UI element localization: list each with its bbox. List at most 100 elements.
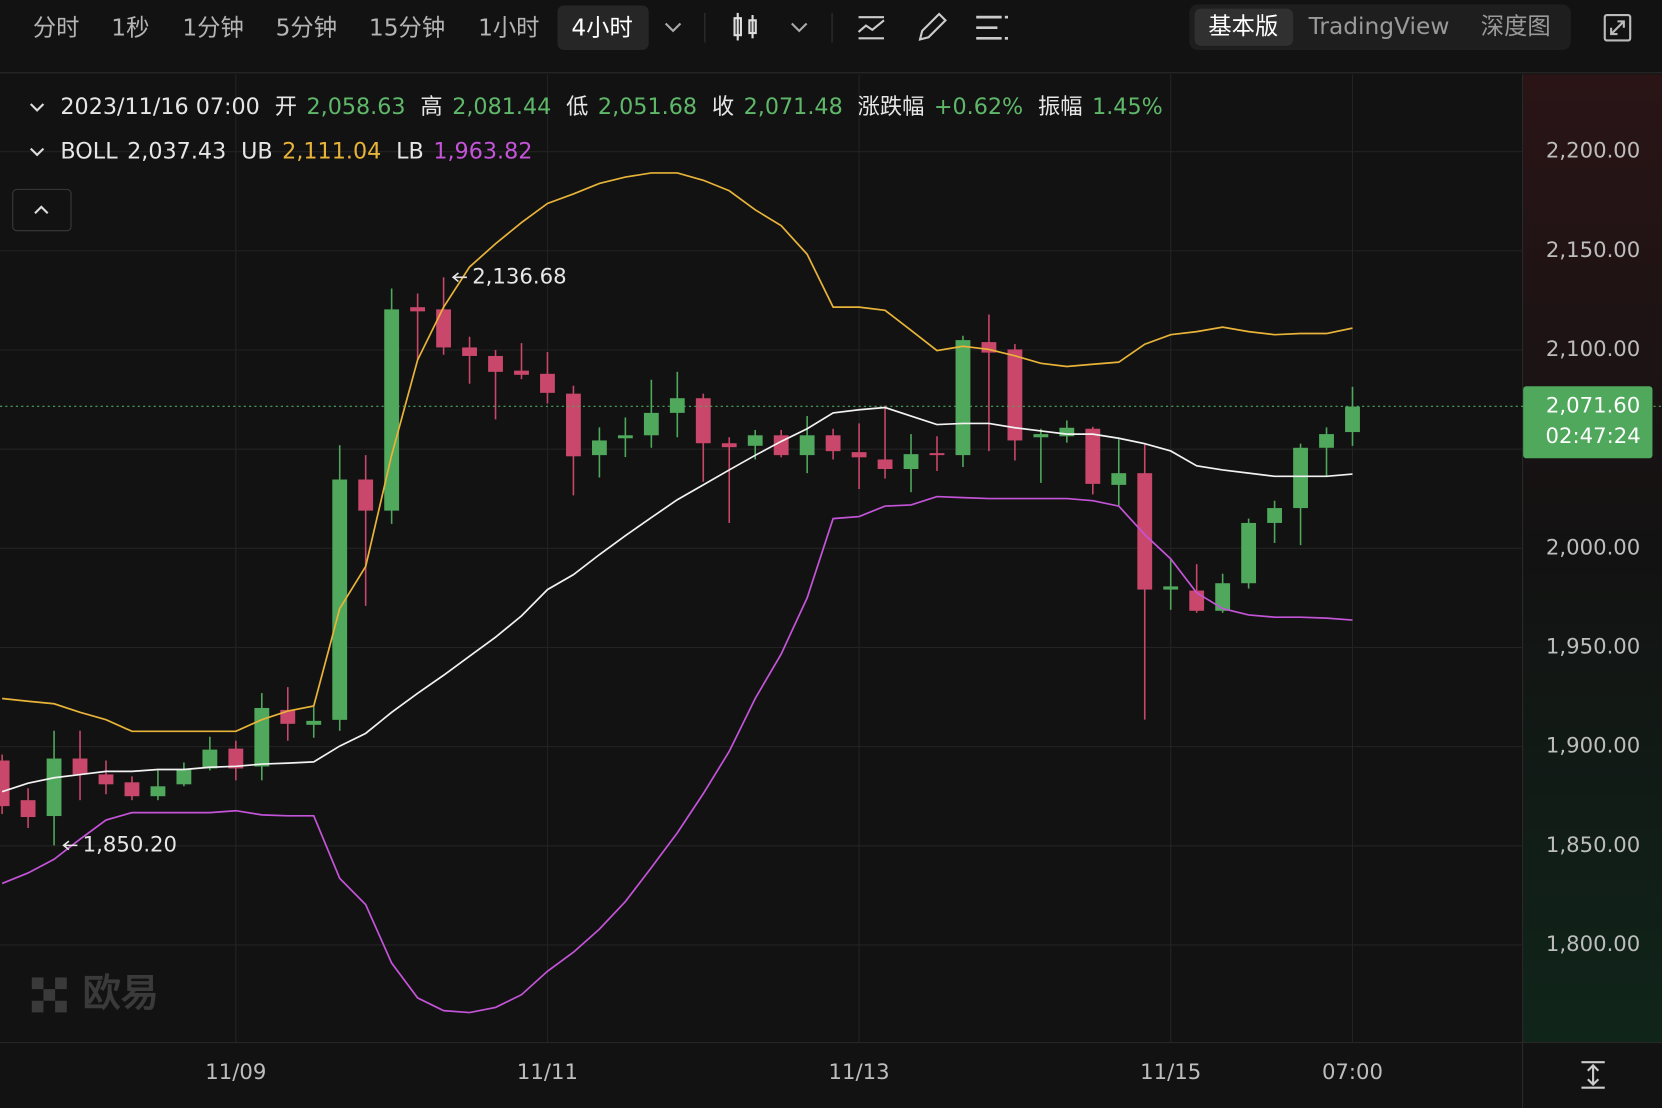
candle-body [514,370,529,375]
countdown: 02:47:24 [1546,423,1641,448]
legend-value: 1,963.82 [433,138,532,164]
price-axis-bg [1523,74,1662,1043]
header-field-name: 低 [566,94,588,120]
boll-line [1,406,1353,793]
plot [0,172,1360,1014]
annotation-label: 1,850.20 [83,831,177,856]
candle-body [1215,583,1231,611]
interval-tab[interactable]: 1秒 [111,14,149,41]
x-tick-label: 11/15 [1140,1059,1201,1084]
collapse-button[interactable] [12,188,72,232]
indicator-legend: BOLL 2,037.43 UB 2,111.04 LB 1,963.82 [60,138,532,164]
interval-tab[interactable]: 5分钟 [276,14,337,41]
x-tick-label: 11/09 [205,1059,266,1084]
annotation-arrow [451,272,467,283]
candle-type-icon[interactable] [733,12,757,41]
legend-name: UB [241,138,273,164]
y-tick-label: 1,850.00 [1546,832,1640,857]
interval-tab[interactable]: 1分钟 [182,14,243,41]
candle-body [669,398,685,413]
active-interval-bg [557,5,649,50]
candle-body [410,307,426,312]
candle-body [436,309,452,348]
candle-body [540,373,555,393]
draw-icon[interactable] [918,12,947,41]
candle-body [384,309,400,511]
candle-body [1033,434,1049,438]
candle-body [202,749,218,769]
candle-body [981,342,997,353]
candle-body [332,479,348,720]
y-tick-label: 2,200.00 [1546,138,1640,163]
candle-body [72,758,88,775]
indicator-icon[interactable] [857,16,885,40]
candle-body [1267,508,1283,523]
header-field-name: 开 [275,94,297,120]
candle-body [1293,447,1308,509]
last-price-label: 2,071.60 [1546,392,1640,417]
candle-body [929,453,945,456]
interval-tab[interactable]: 4小时 [571,14,632,41]
candle-type-menu[interactable] [791,22,808,33]
candle-body [747,435,763,446]
watermark: 欧易 [83,971,159,1015]
candle-body [176,769,192,785]
collapse-indicator[interactable] [29,147,45,157]
candle-body [799,435,815,456]
boll-line [1,495,1353,1014]
header-field-value: 2,051.68 [598,94,697,120]
interval-tab[interactable]: 1小时 [478,14,539,41]
candle-body [1241,522,1257,584]
candle-body [150,786,166,797]
settings-icon[interactable] [976,15,1009,40]
candle-body [124,782,140,797]
candle-body [566,393,581,457]
candle-body [1007,349,1023,441]
header-field-value: 2,058.63 [306,94,405,120]
scale-icon[interactable] [1581,1061,1605,1089]
view-tab[interactable]: 基本版 [1208,13,1278,40]
candle-body [695,398,711,444]
annotation-arrow [62,840,78,851]
header-field-name: 振幅 [1038,94,1083,120]
y-tick-label: 2,100.00 [1546,336,1640,361]
candle-body [0,760,10,807]
candle-body [254,707,270,767]
y-tick-label: 1,950.00 [1546,633,1640,658]
candle-body [98,774,114,785]
header-field-name: 高 [420,94,442,120]
y-tick-label: 2,150.00 [1546,237,1640,262]
ohlc-header: 2023/11/16 07:00 开 2,058.63 高 2,081.44 低 2,051… [60,94,1162,120]
fullscreen-icon[interactable] [1603,13,1632,42]
header-time: 2023/11/16 07:00 [60,94,259,120]
grid [0,74,1523,1043]
boll-line [2,172,1353,733]
annotation-label: 2,136.68 [472,263,566,288]
candle-body [643,412,659,436]
more-intervals[interactable] [664,22,682,33]
last-price-box [1523,386,1653,459]
candle-body [825,435,841,452]
x-tick-label: 07:00 [1322,1059,1383,1084]
interval-tab[interactable]: 15分钟 [369,14,445,41]
candle-body [955,340,971,456]
candle-body [46,758,62,817]
active-view-bg [1194,8,1294,46]
candle-body [20,800,36,818]
collapse-chevron [34,205,49,214]
view-tab[interactable]: 深度图 [1481,13,1551,40]
candle-body [488,355,503,372]
x-tick-label: 11/13 [829,1059,890,1084]
header-field-value: 2,081.44 [452,94,551,120]
collapse-header[interactable] [29,103,45,112]
candle-body [306,720,322,725]
y-tick-label: 1,800.00 [1546,931,1640,956]
candle-body [358,479,374,511]
interval-tab[interactable]: 分时 [33,14,80,41]
view-tab[interactable]: TradingView [1308,13,1450,40]
legend-value: 2,111.04 [282,138,381,164]
candle-body [851,452,867,458]
header-field-value: +0.62% [934,94,1023,120]
